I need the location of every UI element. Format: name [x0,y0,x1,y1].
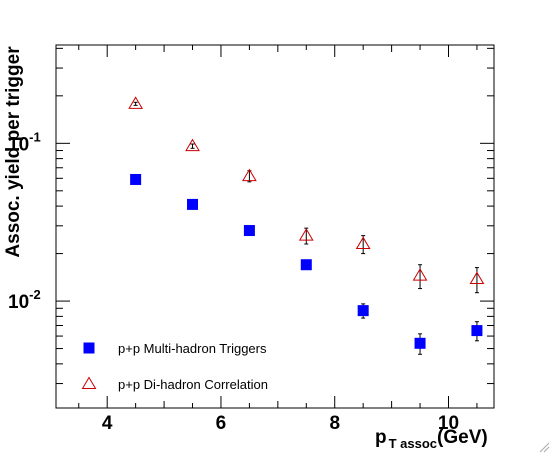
di-hadron-point [412,268,428,281]
legend-multi-hadron-marker [83,342,95,354]
multi-hadron-point [187,198,199,210]
di-hadron-point [298,228,314,241]
multi-hadron-point [243,225,255,237]
resize-grip-icon [539,442,550,453]
x-axis-title-main: p [375,427,387,448]
legend-multi-hadron-label: p+p Multi-hadron Triggers [118,341,267,356]
multi-hadron-point [130,173,142,185]
x-axis-title-unit: (GeV) [437,427,488,448]
y-tick-label-base: 10 [8,292,29,313]
x-tick-label: 10 [438,413,459,434]
multi-hadron-point [471,325,483,337]
y-axis-title: Assoc. yield per trigger [3,46,24,258]
multi-hadron-point [414,337,426,349]
di-hadron-point [128,96,144,109]
legend-di-hadron-label: p+p Di-hadron Correlation [118,377,268,392]
x-tick-label: 6 [216,413,227,434]
axis-ticks [56,45,494,408]
di-hadron-point [185,138,200,152]
y-tick-label: 10-2 [8,287,41,313]
y-tick-label: 10-1 [8,129,41,155]
x-axis-title-subscript: T assoc [389,436,437,451]
y-tick-label-exponent: -2 [29,287,41,302]
y-tick-label-base: 10 [8,134,29,155]
data-markers [128,96,485,355]
plot-frame [55,44,495,409]
x-tick-label: 8 [329,413,340,434]
legend: p+p Multi-hadron Triggers p+p Di-hadron C… [81,341,268,392]
multi-hadron-point [300,259,312,271]
di-hadron-point [355,236,371,250]
legend-di-hadron-marker [81,376,97,390]
multi-hadron-point [357,305,369,317]
x-tick-label: 4 [102,413,113,434]
y-tick-label-exponent: -1 [29,129,41,144]
di-hadron-point [469,271,485,285]
di-hadron-point [242,168,257,182]
